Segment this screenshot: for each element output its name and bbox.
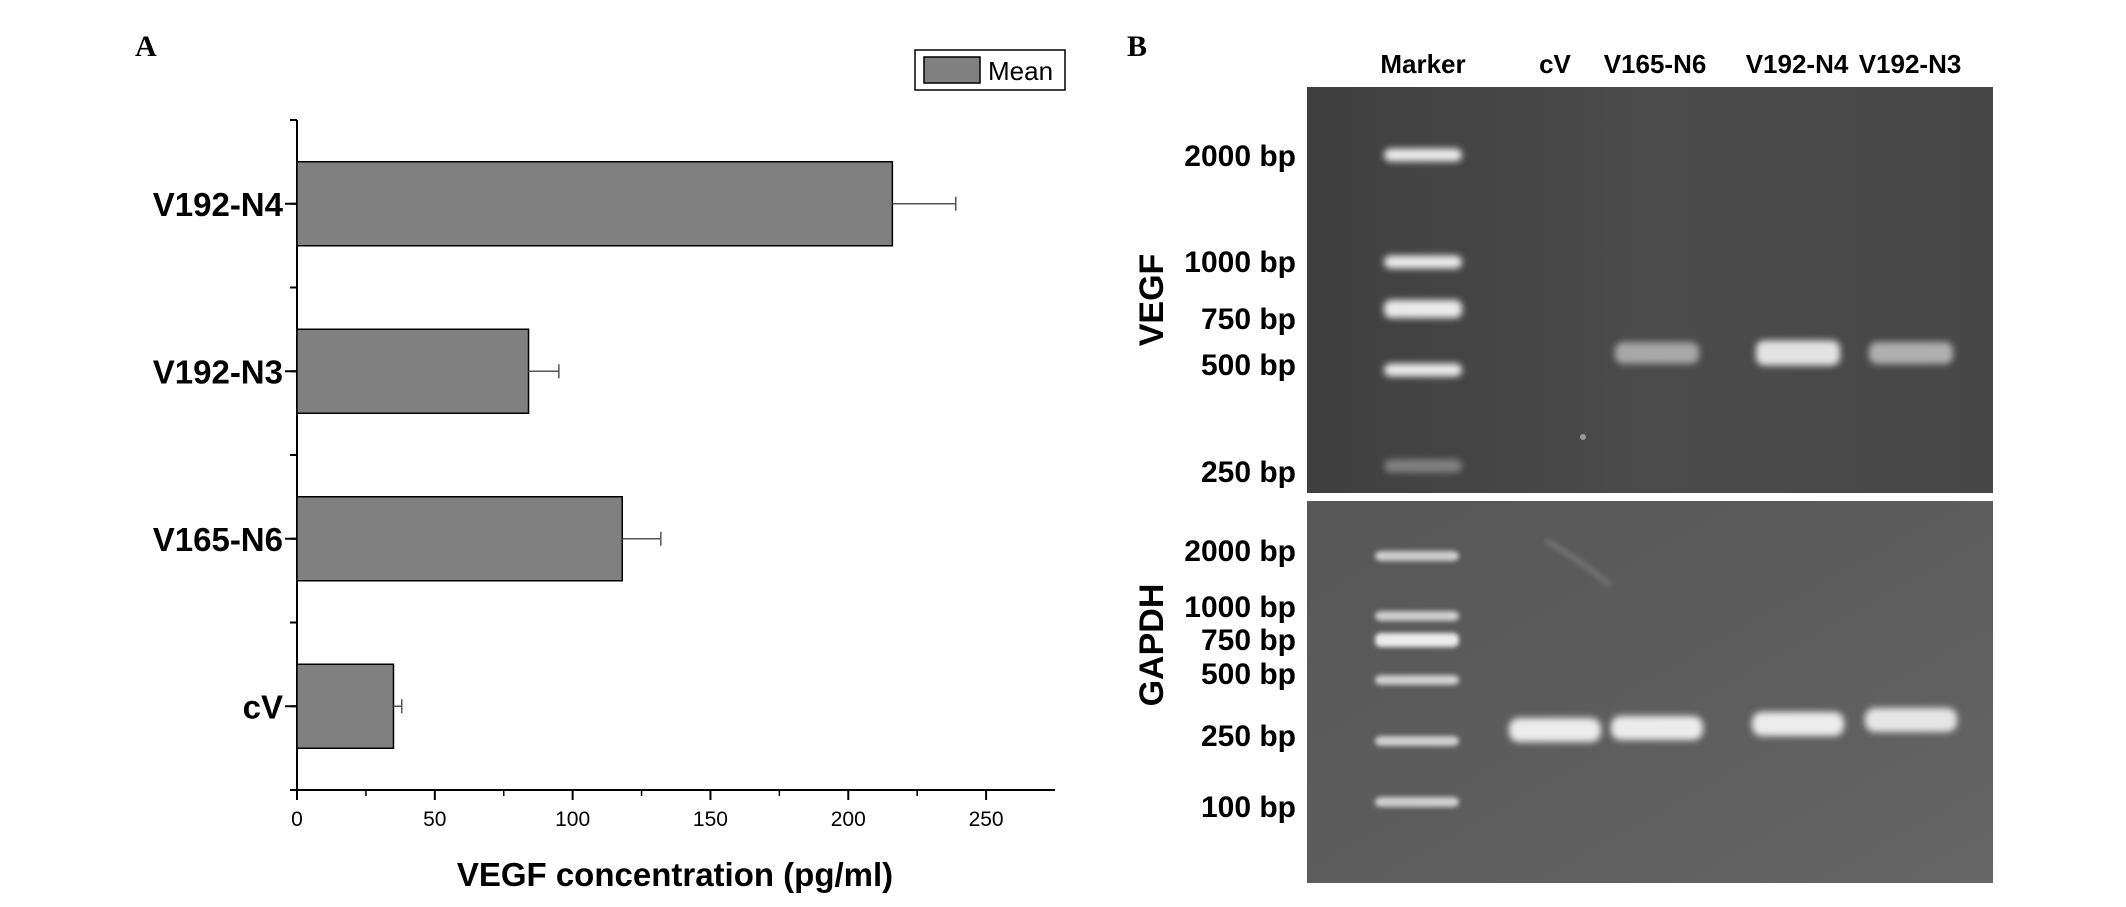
marker-band [1375, 611, 1459, 621]
vegf-marker-label: 1000 bp [1184, 246, 1296, 279]
gapdh-band [1865, 708, 1957, 732]
vegf-marker-labels: 2000 bp 1000 bp 750 bp 500 bp 250 bp [1184, 140, 1296, 489]
lane-label: V165-N6 [1604, 49, 1707, 79]
vegf-marker-label: 250 bp [1201, 456, 1296, 489]
gapdh-marker-label: 1000 bp [1184, 591, 1296, 624]
vegf-gel [1307, 87, 1993, 493]
bar-v165-n6 [296, 496, 624, 582]
gapdh-marker-bands [1375, 551, 1459, 807]
marker-band [1375, 736, 1459, 746]
lane-label: V192-N3 [1859, 49, 1962, 79]
category-labels: V192-N4 V192-N3 V165-N6 cV [153, 186, 284, 726]
gapdh-marker-label: 250 bp [1201, 720, 1296, 753]
x-tick-label: 150 [693, 808, 728, 831]
vegf-band [1615, 342, 1699, 364]
gapdh-sample-bands [1509, 708, 1957, 742]
vegf-marker-label: 500 bp [1201, 349, 1296, 382]
gapdh-band [1752, 712, 1844, 736]
marker-band [1384, 255, 1462, 269]
legend-entry: Mean [988, 56, 1053, 86]
gapdh-marker-label: 500 bp [1201, 658, 1296, 691]
gapdh-band [1611, 716, 1703, 740]
x-tick-label: 100 [555, 808, 590, 831]
marker-band [1375, 797, 1459, 807]
lane-label: Marker [1380, 49, 1465, 79]
bar-v192-n3 [296, 328, 530, 414]
marker-band [1375, 675, 1459, 685]
x-tick-label: 0 [291, 808, 303, 831]
category-label: V192-N3 [153, 353, 283, 390]
gapdh-gel [1307, 501, 1993, 883]
x-tick-label: 50 [423, 808, 446, 831]
category-label: cV [243, 688, 283, 725]
vegf-sample-bands [1615, 340, 1953, 366]
gapdh-marker-label: 2000 bp [1184, 535, 1296, 568]
marker-band [1375, 551, 1459, 561]
panel-a-label: A [135, 30, 157, 63]
bar-v192-n4 [296, 161, 894, 247]
marker-band [1375, 633, 1459, 647]
gel-lane-labels: Marker cV V165-N6 V192-N4 V192-N3 [1380, 49, 1961, 79]
panel-b-label: B [1127, 30, 1147, 63]
gel-smear [1543, 537, 1612, 588]
x-axis-title: VEGF concentration (pg/ml) [457, 856, 893, 893]
bar-chart: 0 50 100 150 200 250 V192-N4V192-N3V165-N6cV … [153, 49, 1066, 893]
vegf-band [1869, 342, 1953, 364]
lane-label: V192-N4 [1746, 49, 1849, 79]
marker-band [1384, 459, 1462, 473]
bar-cv [296, 663, 395, 749]
legend: Mean [914, 49, 1066, 91]
category-label: V165-N6 [153, 521, 283, 558]
gapdh-band [1509, 718, 1601, 742]
y-axis-ticks [285, 119, 297, 791]
lane-label: cV [1539, 49, 1571, 79]
gapdh-marker-label: 100 bp [1201, 791, 1296, 824]
marker-band [1384, 148, 1462, 162]
vegf-marker-label: 2000 bp [1184, 140, 1296, 173]
gel-image: Marker cV V165-N6 V192-N4 V192-N3 2000 bp 100… [1133, 49, 1993, 883]
gapdh-label: GAPDH [1133, 584, 1171, 707]
legend-swatch [923, 56, 981, 84]
vegf-band [1756, 340, 1840, 366]
vegf-marker-bands [1384, 148, 1462, 473]
error-bars [393, 196, 957, 714]
category-label: V192-N4 [153, 186, 284, 223]
bars [296, 161, 894, 749]
x-axis-ticks: 0 50 100 150 200 250 [291, 790, 1004, 831]
marker-band [1384, 300, 1462, 318]
marker-band [1384, 363, 1462, 377]
gapdh-marker-label: 750 bp [1201, 624, 1296, 657]
vegf-label: VEGF [1133, 254, 1171, 347]
x-tick-label: 250 [969, 808, 1004, 831]
vegf-marker-label: 750 bp [1201, 303, 1296, 336]
x-tick-label: 200 [831, 808, 866, 831]
gel-speck [1580, 434, 1586, 440]
